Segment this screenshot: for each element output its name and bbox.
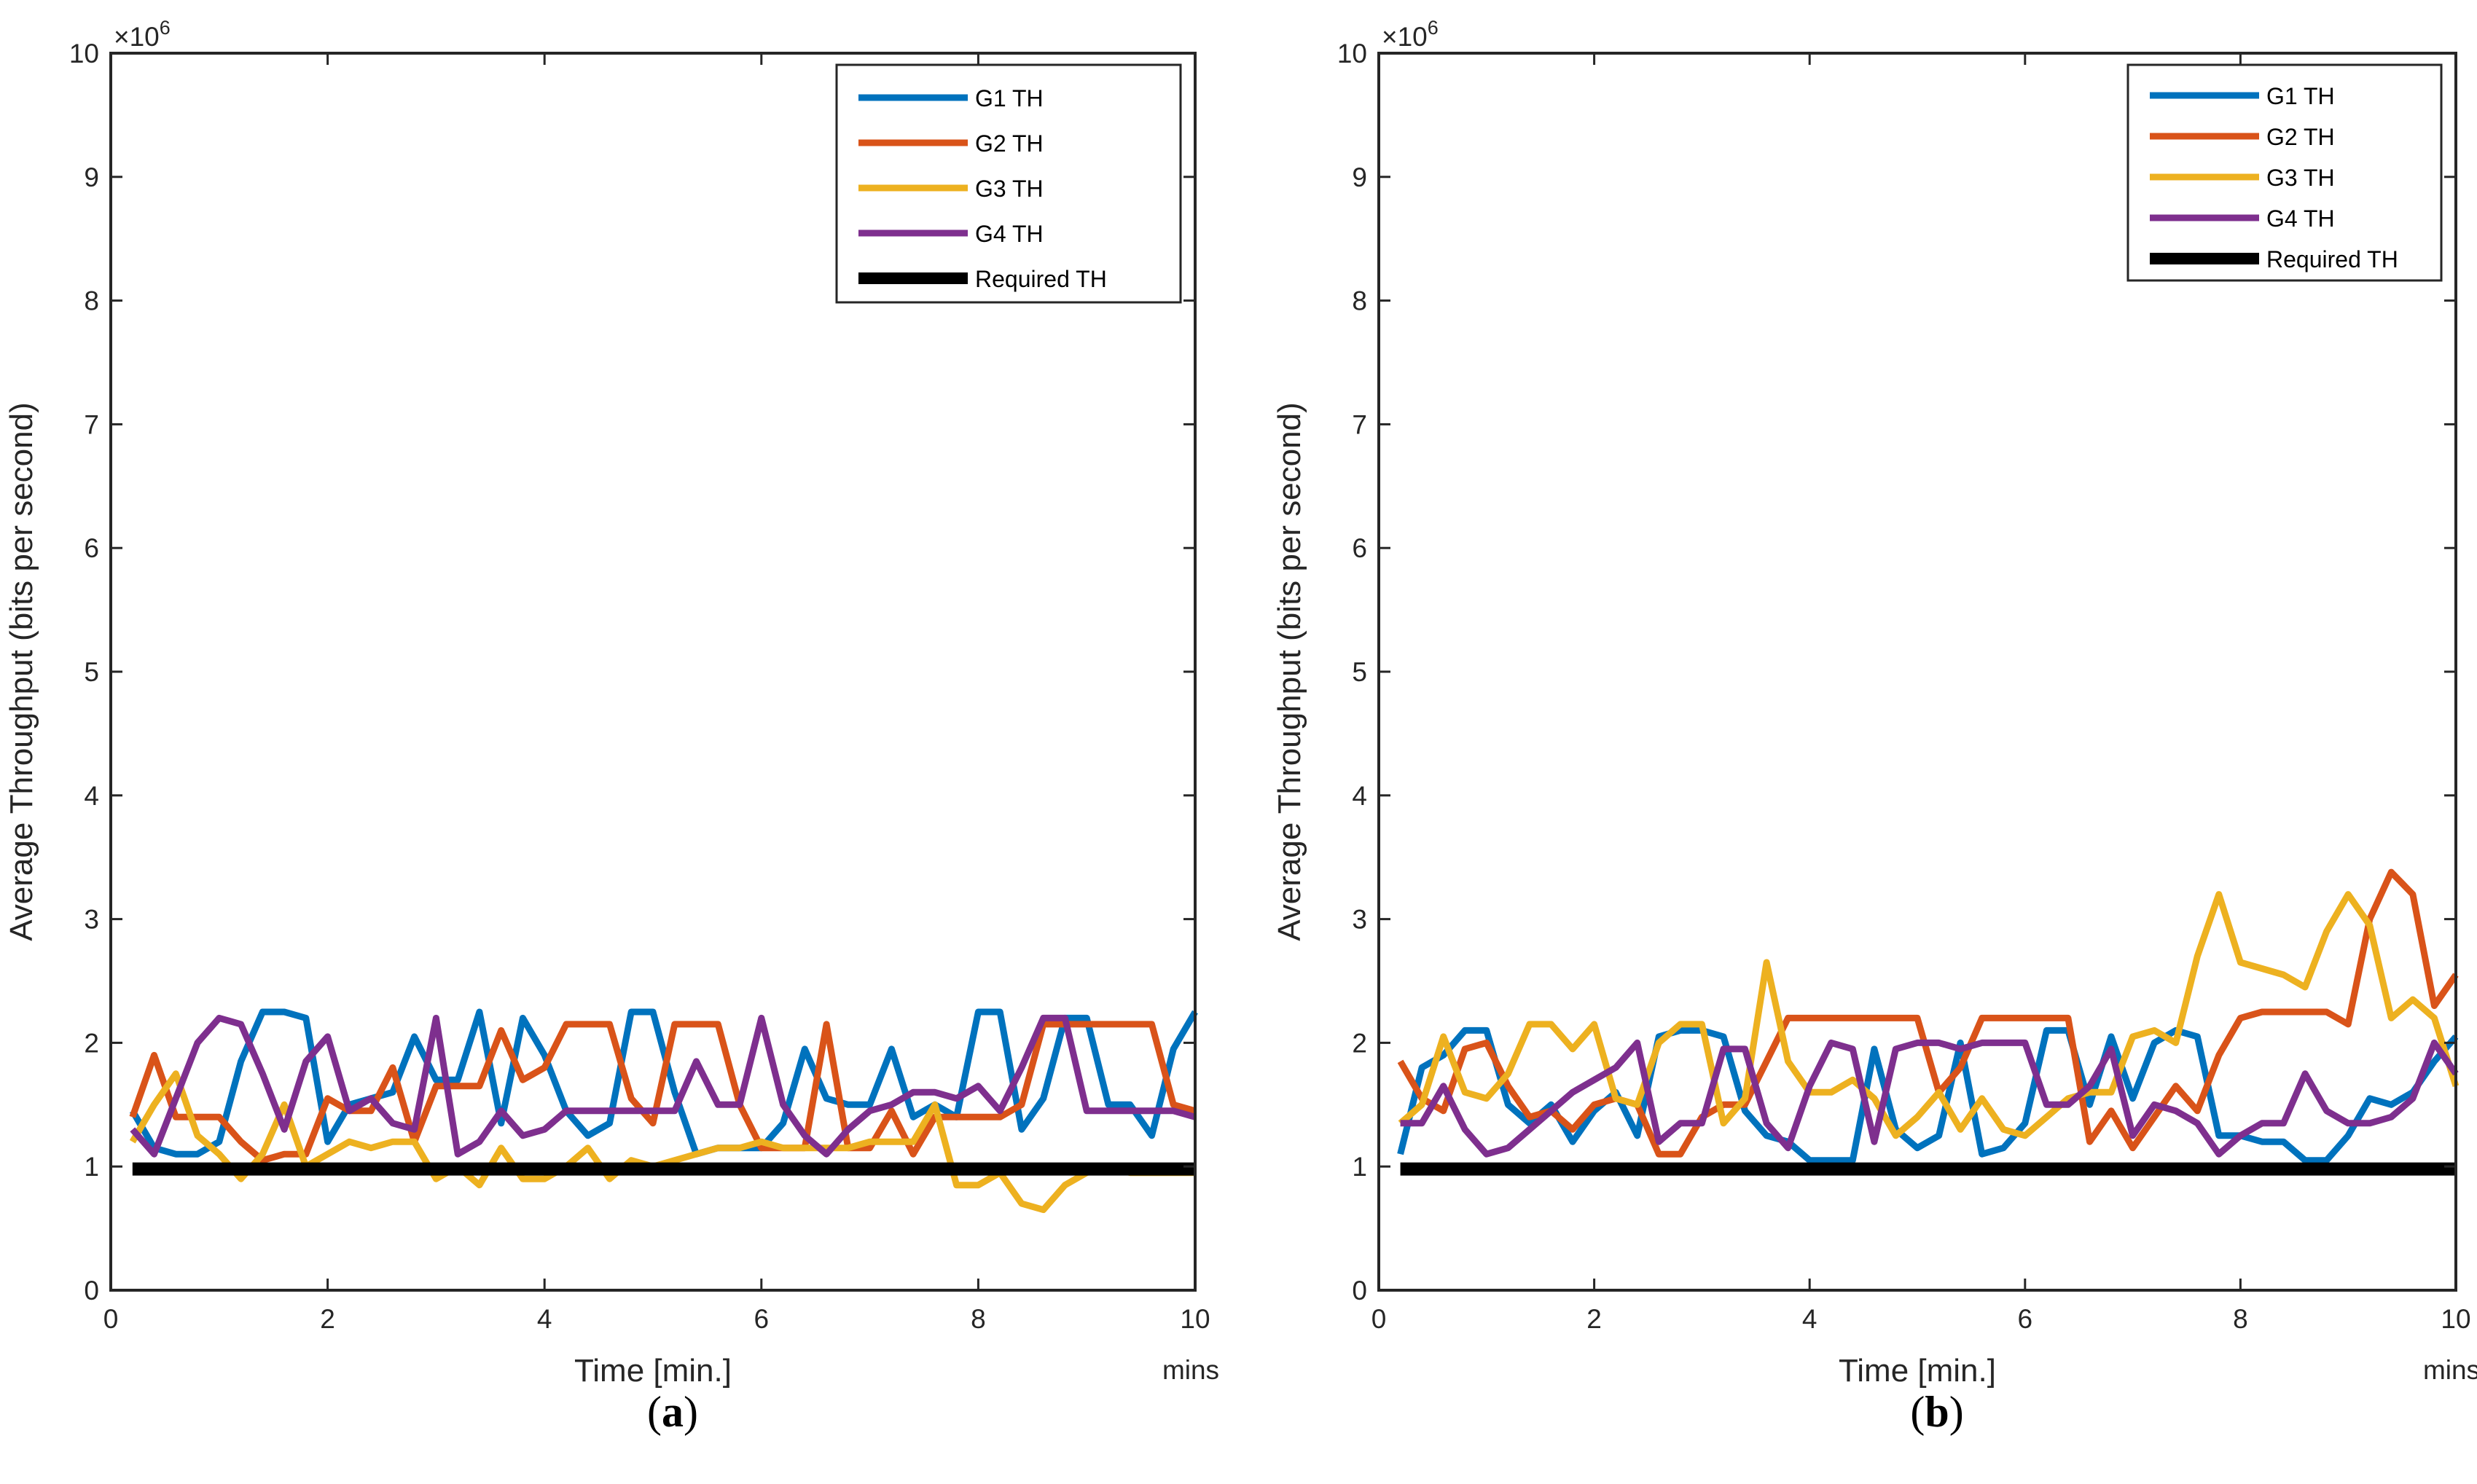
series-line-g3-th — [1398, 891, 2460, 1139]
y-tick-label: 9 — [1352, 162, 1367, 192]
legend-label: G2 TH — [2266, 124, 2335, 150]
legend-box — [2126, 63, 2443, 282]
y-multiplier: ×10 — [114, 22, 160, 52]
panel-caption: (b) — [1910, 1388, 1963, 1436]
panel-caption: (a) — [647, 1388, 698, 1436]
y-exponent-label: ×106 — [114, 17, 171, 52]
y-tick-label: 3 — [84, 905, 99, 935]
y-exponent-label: ×106 — [1382, 17, 1439, 52]
series-line-g2-th — [1397, 868, 2459, 1158]
y-tick-label: 5 — [1352, 657, 1367, 687]
y-tick-label: 7 — [1352, 409, 1367, 439]
legend-box — [835, 63, 1182, 304]
y-tick-label: 2 — [84, 1028, 99, 1058]
x-unit-note: mins — [1162, 1355, 1219, 1385]
x-tick-label: 10 — [2441, 1304, 2470, 1334]
y-tick-label: 4 — [1352, 781, 1367, 811]
series-line-g4-th — [130, 1014, 1197, 1158]
x-axis-title: Time [min.] — [1839, 1353, 1996, 1389]
y-tick-label: 1 — [84, 1152, 99, 1182]
y-tick-label: 6 — [84, 533, 99, 563]
x-tick-label: 8 — [971, 1304, 986, 1334]
y-tick-label: 10 — [1337, 39, 1367, 68]
x-tick-label: 0 — [1371, 1304, 1387, 1334]
x-tick-label: 10 — [1180, 1304, 1210, 1334]
panel-label: b — [1925, 1388, 1949, 1436]
legend-label: G4 TH — [2266, 205, 2335, 232]
x-tick-label: 0 — [103, 1304, 119, 1334]
series-line-g1-th — [1397, 1026, 2459, 1164]
x-tick-label: 8 — [2233, 1304, 2248, 1334]
x-tick-label: 4 — [1802, 1304, 1817, 1334]
y-tick-label: 6 — [1352, 533, 1367, 563]
y-tick-label: 2 — [1352, 1028, 1367, 1058]
y-tick-label: 8 — [84, 286, 99, 316]
x-tick-label: 6 — [754, 1304, 770, 1334]
legend-label: G3 TH — [975, 176, 1044, 202]
y-tick-label: 7 — [84, 409, 99, 439]
x-tick-label: 6 — [2018, 1304, 2033, 1334]
y-tick-label: 1 — [1352, 1152, 1367, 1182]
y-tick-label: 3 — [1352, 905, 1367, 935]
y-tick-label: 4 — [84, 781, 99, 811]
series-line-g4-th — [1400, 1039, 2459, 1158]
y-axis-title: Average Throughput (bits per second) — [4, 402, 39, 941]
legend-label: Required TH — [2266, 246, 2398, 272]
legend-label: G1 TH — [975, 85, 1044, 111]
y-tick-label: 0 — [1352, 1276, 1367, 1306]
y-exponent: 6 — [160, 17, 171, 39]
legend: G1 TH G2 TH G3 TH G4 TH Required TH — [2126, 63, 2443, 282]
legend: G1 TH G2 TH G3 TH G4 TH Required TH — [835, 63, 1182, 304]
legend-label: G1 TH — [2266, 83, 2335, 109]
series-line-g2-th — [129, 1021, 1197, 1164]
y-tick-label: 8 — [1352, 286, 1367, 316]
y-axis-title: Average Throughput (bits per second) — [1272, 402, 1307, 941]
y-tick-label: 5 — [84, 657, 99, 687]
legend-label: G2 TH — [975, 130, 1044, 157]
y-tick-label: 0 — [84, 1276, 99, 1306]
legend-label: G4 TH — [975, 221, 1044, 247]
x-unit-note: mins — [2423, 1355, 2477, 1385]
y-tick-label: 10 — [69, 39, 99, 68]
x-tick-label: 4 — [537, 1304, 552, 1334]
y-multiplier: ×10 — [1382, 22, 1428, 52]
y-tick-label: 9 — [84, 162, 99, 192]
legend-label: G3 TH — [2266, 165, 2335, 191]
y-exponent: 6 — [1428, 17, 1439, 39]
legend-label: Required TH — [975, 266, 1107, 292]
x-axis-title: Time [min.] — [574, 1353, 732, 1389]
panel-label: a — [662, 1388, 684, 1436]
x-tick-label: 2 — [320, 1304, 335, 1334]
x-tick-label: 2 — [1586, 1304, 1602, 1334]
